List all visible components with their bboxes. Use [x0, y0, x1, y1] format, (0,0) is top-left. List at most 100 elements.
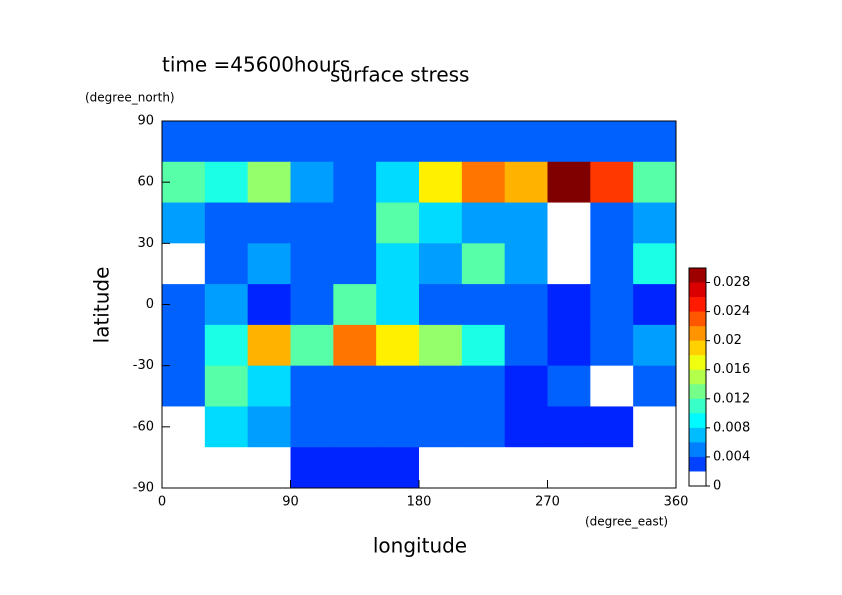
y-tick-label: -60: [133, 419, 154, 434]
heat-cell: [419, 121, 463, 163]
heat-cell: [504, 406, 548, 448]
heat-cell: [162, 202, 206, 244]
heat-cell: [247, 243, 291, 285]
colorbar-segment: [689, 471, 706, 487]
x-unit: (degree_east): [585, 515, 668, 529]
heat-cell: [590, 202, 634, 244]
heat-cell: [504, 324, 548, 367]
heat-cell: [461, 365, 506, 407]
heat-cell: [633, 202, 677, 244]
y-tick-label: 30: [137, 236, 154, 251]
heat-cell: [333, 324, 377, 367]
colorbar-segment: [689, 326, 706, 342]
colorbar-segment: [689, 427, 706, 443]
colorbar-segment: [689, 311, 706, 327]
heat-cell: [461, 202, 506, 244]
heat-cell: [504, 243, 548, 285]
heat-cell: [204, 161, 249, 204]
heat-cell: [590, 447, 634, 489]
heat-cell: [547, 284, 591, 326]
heat-cell: [419, 406, 463, 448]
heat-cell: [547, 365, 591, 407]
heat-cell: [504, 447, 548, 489]
heat-cell: [290, 243, 334, 285]
heat-cell: [547, 324, 591, 367]
heat-cell: [461, 324, 506, 367]
colorbar-segment: [689, 456, 706, 472]
colorbar-tick-label: 0.024: [713, 304, 750, 319]
colorbar-segment: [689, 384, 706, 400]
heat-cell: [633, 121, 677, 163]
heat-cell: [162, 365, 206, 407]
y-unit: (degree_north): [85, 91, 175, 105]
heat-cell: [633, 284, 677, 326]
heat-cell: [461, 447, 506, 489]
heat-cell: [461, 121, 506, 163]
x-tick-label: 90: [282, 495, 299, 510]
heat-cell: [419, 284, 463, 326]
heat-cell: [204, 447, 249, 489]
heat-cell: [333, 284, 377, 326]
heat-cell: [333, 121, 377, 163]
heat-cell: [247, 365, 291, 407]
heat-cell: [633, 243, 677, 285]
y-tick-label: 0: [146, 297, 154, 312]
heat-cell: [633, 161, 677, 204]
heat-cell: [504, 284, 548, 326]
heat-cell: [590, 324, 634, 367]
heat-cell: [590, 161, 634, 204]
heat-cell: [247, 202, 291, 244]
heat-cell: [419, 161, 463, 204]
x-axis-label: longitude: [373, 534, 467, 558]
y-tick-label: 60: [137, 175, 154, 190]
heat-cell: [333, 447, 377, 489]
heat-cell: [247, 406, 291, 448]
heat-cell: [376, 284, 420, 326]
heat-cell: [290, 406, 334, 448]
heat-cell: [204, 324, 249, 367]
heat-cell: [204, 406, 249, 448]
heat-cell: [590, 406, 634, 448]
colorbar-segment: [689, 398, 706, 414]
heat-cell: [547, 406, 591, 448]
heat-cell: [162, 324, 206, 367]
heat-cell: [504, 121, 548, 163]
heat-cell: [204, 202, 249, 244]
heat-cell: [419, 447, 463, 489]
heat-cell: [247, 121, 291, 163]
colorbar-tick-label: 0.02: [713, 333, 742, 348]
heat-cell: [290, 324, 334, 367]
heat-cell: [162, 121, 206, 163]
heat-cell: [376, 121, 420, 163]
heat-cell: [376, 365, 420, 407]
heat-cell: [376, 447, 420, 489]
x-tick-label: 360: [664, 495, 689, 510]
heat-cell: [204, 243, 249, 285]
heat-cell: [633, 324, 677, 367]
colorbar-segment: [689, 340, 706, 356]
heat-cell: [504, 365, 548, 407]
heat-cell: [333, 365, 377, 407]
chart-title: surface stress: [330, 63, 469, 87]
y-tick-label: 90: [137, 114, 154, 129]
heat-cell: [376, 243, 420, 285]
heat-cell: [504, 202, 548, 244]
heat-cell: [547, 202, 591, 244]
heat-cell: [590, 243, 634, 285]
colorbar-segment: [689, 355, 706, 371]
heat-cell: [333, 202, 377, 244]
colorbar-tick-label: 0.008: [713, 420, 750, 435]
heat-cell: [247, 284, 291, 326]
heat-cell: [547, 121, 591, 163]
heat-cell: [376, 202, 420, 244]
heat-cell: [461, 406, 506, 448]
colorbar-segment: [689, 282, 706, 298]
heat-cell: [419, 365, 463, 407]
colorbar-segment: [689, 268, 706, 284]
heat-cell: [461, 161, 506, 204]
colorbar-segment: [689, 442, 706, 458]
heat-cell: [290, 202, 334, 244]
colorbar-tick-label: 0.004: [713, 449, 750, 464]
colorbar-segment: [689, 369, 706, 385]
heat-cell: [461, 243, 506, 285]
